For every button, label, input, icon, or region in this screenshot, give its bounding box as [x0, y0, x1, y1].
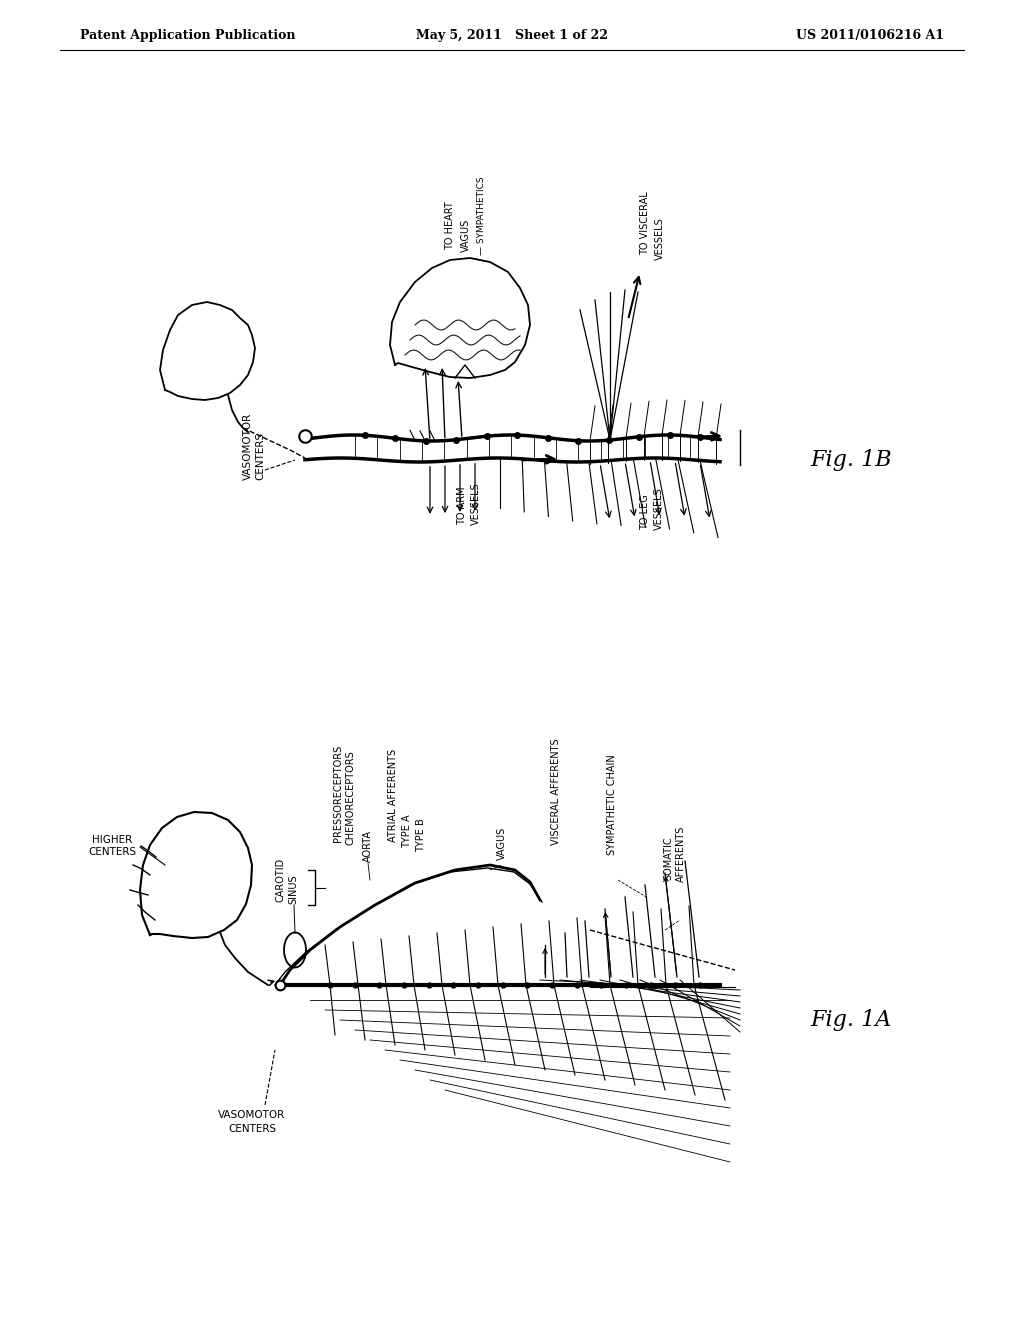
Text: VASOMOTOR: VASOMOTOR	[218, 1110, 286, 1119]
Text: CENTERS: CENTERS	[255, 432, 265, 480]
Text: ATRIAL AFFERENTS: ATRIAL AFFERENTS	[388, 748, 398, 842]
Text: AORTA: AORTA	[362, 830, 373, 862]
Text: SOMATIC: SOMATIC	[663, 837, 673, 880]
Text: VISCERAL AFFERENTS: VISCERAL AFFERENTS	[551, 738, 561, 845]
Text: CAROTID: CAROTID	[275, 858, 285, 902]
Text: TYPE B: TYPE B	[416, 818, 426, 851]
Text: Patent Application Publication: Patent Application Publication	[80, 29, 296, 41]
Text: TO ARM: TO ARM	[457, 486, 467, 525]
Text: TO LEG: TO LEG	[640, 494, 650, 531]
Text: CHEMORECEPTORS: CHEMORECEPTORS	[346, 750, 356, 845]
Text: VAGUS: VAGUS	[497, 826, 507, 861]
Text: Fig. 1A: Fig. 1A	[810, 1008, 891, 1031]
Text: TO HEART: TO HEART	[445, 201, 455, 249]
Text: May 5, 2011   Sheet 1 of 22: May 5, 2011 Sheet 1 of 22	[416, 29, 608, 41]
Text: US 2011/0106216 A1: US 2011/0106216 A1	[796, 29, 944, 41]
Text: CENTERS: CENTERS	[88, 847, 136, 857]
Text: VAGUS: VAGUS	[461, 219, 471, 252]
Text: PRESSORECEPTORS: PRESSORECEPTORS	[333, 744, 343, 842]
Text: HIGHER: HIGHER	[92, 836, 132, 845]
Text: CENTERS: CENTERS	[228, 1125, 276, 1134]
Text: VESSELS: VESSELS	[654, 487, 664, 531]
Text: VESSELS: VESSELS	[655, 218, 665, 260]
Text: TO VISCERAL: TO VISCERAL	[640, 191, 650, 255]
Text: — SYMPATHETICS: — SYMPATHETICS	[477, 177, 486, 255]
Text: Fig. 1B: Fig. 1B	[810, 449, 892, 471]
Text: VESSELS: VESSELS	[471, 482, 481, 525]
Text: AFFERENTS: AFFERENTS	[676, 825, 686, 882]
Text: SYMPATHETIC CHAIN: SYMPATHETIC CHAIN	[607, 754, 617, 855]
Text: SINUS: SINUS	[288, 874, 298, 904]
Text: VASOMOTOR: VASOMOTOR	[243, 413, 253, 480]
Text: TYPE A: TYPE A	[402, 814, 412, 847]
